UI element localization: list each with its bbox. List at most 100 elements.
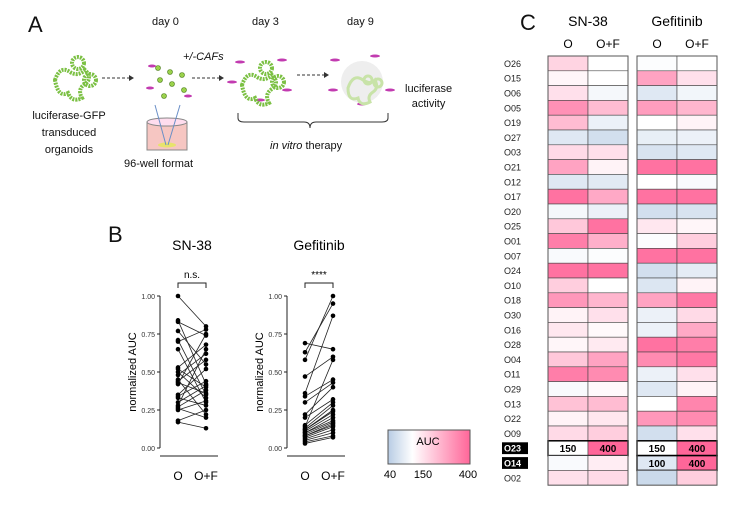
y-tick-label: 0.75 xyxy=(268,332,282,339)
heatmap-cell xyxy=(547,292,589,308)
heatmap-cell xyxy=(547,262,589,279)
point-o xyxy=(302,374,308,379)
row-label: O17 xyxy=(504,192,521,202)
row-label: O07 xyxy=(504,251,521,261)
heatmap-cell xyxy=(547,70,589,86)
point-o xyxy=(175,339,181,344)
pair-line xyxy=(177,409,207,422)
pair-line xyxy=(304,356,334,377)
organoids-label-line: luciferase-GFP xyxy=(32,110,106,122)
plate-well-icon xyxy=(146,104,188,151)
heatmap-cell xyxy=(636,277,678,294)
brace xyxy=(237,113,389,129)
heatmap-cell xyxy=(636,188,678,205)
pair-line xyxy=(304,402,334,426)
pair-line xyxy=(177,339,207,395)
row-label: O30 xyxy=(504,311,521,321)
heatmap-cell xyxy=(636,262,678,279)
heatmap-cell xyxy=(676,174,718,190)
heatmap-cell xyxy=(547,144,589,160)
pair-line xyxy=(304,426,334,438)
heatmap-cell xyxy=(636,174,678,190)
point-of xyxy=(203,342,209,347)
heatmap-cell xyxy=(676,322,718,338)
heatmap-cell xyxy=(547,248,589,264)
heatmap-cell xyxy=(676,203,718,220)
heatmap-cell xyxy=(636,159,678,175)
organoid-icon xyxy=(52,55,98,102)
heatmap-cell xyxy=(547,381,589,397)
heatmap-cell xyxy=(676,366,718,382)
row-label: O19 xyxy=(504,118,521,128)
heatmap-cell xyxy=(587,159,629,175)
heatmap-cell xyxy=(676,470,718,486)
heatmap-cell xyxy=(547,188,589,205)
pair-line xyxy=(304,411,334,431)
heatmap-cell xyxy=(636,292,678,308)
point-of xyxy=(203,357,209,363)
organoid-day9-icon xyxy=(346,74,384,106)
pair-line xyxy=(177,421,207,429)
row-label-highlight xyxy=(502,457,528,469)
heatmap-cell xyxy=(587,470,629,486)
y-tick-label: 0.50 xyxy=(141,370,155,377)
point-o xyxy=(175,346,181,352)
heatmap-cell xyxy=(547,277,589,294)
organoids-label-line: transduced xyxy=(41,127,97,139)
point-of xyxy=(330,313,336,319)
heatmap-cell xyxy=(547,351,589,368)
plot-title: SN-38 xyxy=(172,237,212,253)
heatmap-cell xyxy=(587,100,629,116)
pair-line xyxy=(177,333,207,385)
point-o xyxy=(175,419,181,425)
pair-line xyxy=(304,424,334,437)
heatmap-cell xyxy=(587,410,629,427)
column-header: O+F xyxy=(685,37,709,51)
heatmap-cell xyxy=(636,233,678,249)
heatmap-cell xyxy=(547,174,589,190)
point-of xyxy=(203,387,209,393)
row-label: O04 xyxy=(504,355,521,365)
pair-line xyxy=(304,414,334,432)
row-label: O12 xyxy=(504,177,521,187)
heatmap-cell xyxy=(587,248,629,264)
pair-line xyxy=(177,400,207,411)
heatmap-cell xyxy=(547,203,589,220)
heatmap-cell xyxy=(587,277,629,294)
heatmap-cell xyxy=(547,114,589,131)
heatmap-cell xyxy=(547,336,589,353)
point-o xyxy=(175,407,181,413)
heatmap-cell xyxy=(676,425,718,442)
row-label: O29 xyxy=(504,385,521,395)
point-of xyxy=(203,425,209,431)
heatmap: SN-38 Gefitinib O O+F O O+F O26 O15 O06 O05 O19 O27… xyxy=(502,13,718,486)
heatmap-cell xyxy=(676,129,718,146)
heatmap-cell xyxy=(587,455,629,471)
therapy-label-italic: in vitro xyxy=(270,140,303,152)
row-label: O21 xyxy=(504,163,521,173)
heatmap-cell xyxy=(547,100,589,116)
point-o xyxy=(302,340,308,346)
row-label: O20 xyxy=(504,207,521,217)
heatmap-cell xyxy=(676,55,718,72)
pair-line xyxy=(304,432,334,441)
pair-line xyxy=(304,420,334,434)
point-o xyxy=(302,394,308,399)
heatmap-cell xyxy=(636,322,678,338)
group-header: SN-38 xyxy=(568,13,608,29)
heatmap-block-border xyxy=(547,55,629,486)
cell-value: 400 xyxy=(600,444,617,455)
plot-title: Gefitinib xyxy=(293,237,345,253)
heatmap-cell xyxy=(676,114,718,131)
row-label-highlight xyxy=(502,442,528,455)
row-label: O23 xyxy=(504,444,521,454)
row-label: O16 xyxy=(504,325,521,335)
row-label: O01 xyxy=(504,237,521,247)
pair-line xyxy=(177,382,207,394)
cell-value: 400 xyxy=(689,459,706,470)
pair-line xyxy=(177,368,207,396)
heatmap-cell xyxy=(676,159,718,175)
row-label: O10 xyxy=(504,281,521,291)
point-of xyxy=(203,346,209,352)
heatmap-cell xyxy=(676,307,718,323)
